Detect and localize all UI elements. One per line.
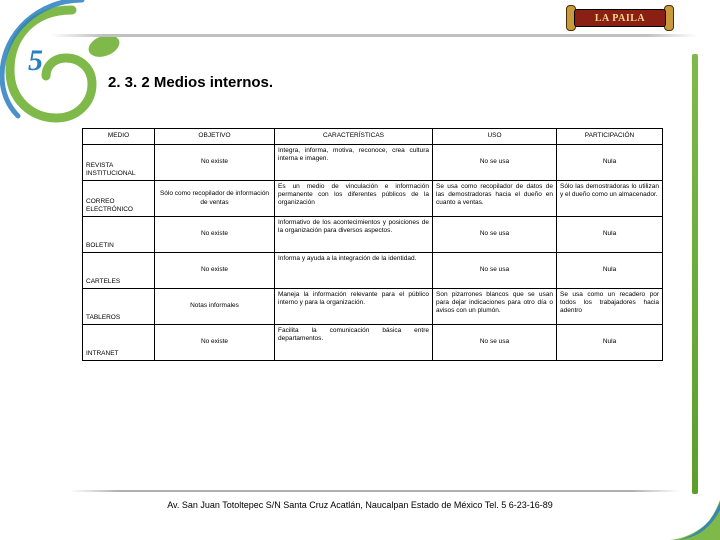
table-row: BOLETINNo existeInformativo de los acont…: [83, 217, 663, 253]
cell-medio: REVISTA INSTITUCIONAL: [83, 145, 155, 181]
cell-objetivo: No existe: [155, 217, 275, 253]
cell-objetivo: No existe: [155, 325, 275, 361]
cell-objetivo: Notas informales: [155, 289, 275, 325]
cell-uso: No se usa: [433, 325, 557, 361]
cell-caracteristicas: Integra, informa, motiva, reconoce, crea…: [275, 145, 433, 181]
logo-text: LA PAILA: [595, 13, 645, 24]
section-title: 2. 3. 2 Medios internos.: [108, 74, 273, 91]
cell-uso: Son pizarrones blancos que se usan para …: [433, 289, 557, 325]
cell-participacion: Nula: [557, 217, 663, 253]
medios-table: MEDIO OBJETIVO CARACTERÍSTICAS USO PARTI…: [82, 128, 663, 361]
cell-medio: CARTELES: [83, 253, 155, 289]
right-accent-rail: [692, 54, 698, 494]
cell-participacion: Nula: [557, 325, 663, 361]
cell-medio: TABLEROS: [83, 289, 155, 325]
cell-objetivo: Sólo como recopilador de información de …: [155, 181, 275, 217]
cell-caracteristicas: Informa y ayuda a la integración de la i…: [275, 253, 433, 289]
company-logo: LA PAILA: [568, 2, 672, 36]
brand-digit: 5: [28, 44, 43, 78]
cell-participacion: Nula: [557, 145, 663, 181]
cell-caracteristicas: Es un medio de vinculación e información…: [275, 181, 433, 217]
cell-uso: No se usa: [433, 253, 557, 289]
cell-objetivo: No existe: [155, 253, 275, 289]
cell-medio: INTRANET: [83, 325, 155, 361]
col-uso: USO: [433, 129, 557, 145]
col-participacion: PARTICIPACIÓN: [557, 129, 663, 145]
col-medio: MEDIO: [83, 129, 155, 145]
brand-swirl: [0, 0, 132, 132]
cell-objetivo: No existe: [155, 145, 275, 181]
table-row: CARTELESNo existeInforma y ayuda a la in…: [83, 253, 663, 289]
cell-participacion: Nula: [557, 253, 663, 289]
cell-medio: CORREO ELECTRÓNICO: [83, 181, 155, 217]
cell-participacion: Sólo las demostradoras lo utilizan y el …: [557, 181, 663, 217]
cell-medio: BOLETIN: [83, 217, 155, 253]
footer-address: Av. San Juan Totoltepec S/N Santa Cruz A…: [0, 500, 720, 510]
cell-caracteristicas: Maneja la información relevante para el …: [275, 289, 433, 325]
cell-caracteristicas: Facilita la comunicación básica entre de…: [275, 325, 433, 361]
cell-caracteristicas: Informativo de los acontecimientos y pos…: [275, 217, 433, 253]
table-row: INTRANETNo existeFacilita la comunicació…: [83, 325, 663, 361]
footer-divider: [70, 490, 680, 492]
cell-uso: No se usa: [433, 145, 557, 181]
col-objetivo: OBJETIVO: [155, 129, 275, 145]
table-row: REVISTA INSTITUCIONALNo existeIntegra, i…: [83, 145, 663, 181]
table-header-row: MEDIO OBJETIVO CARACTERÍSTICAS USO PARTI…: [83, 129, 663, 145]
cell-uso: Se usa como recopilador de datos de las …: [433, 181, 557, 217]
medios-table-container: MEDIO OBJETIVO CARACTERÍSTICAS USO PARTI…: [82, 128, 662, 361]
col-caracteristicas: CARACTERÍSTICAS: [275, 129, 433, 145]
corner-swoosh-icon: [670, 500, 720, 540]
table-row: TABLEROSNotas informalesManeja la inform…: [83, 289, 663, 325]
cell-participacion: Se usa como un recadero por todos los tr…: [557, 289, 663, 325]
cell-uso: No se usa: [433, 217, 557, 253]
table-row: CORREO ELECTRÓNICOSólo como recopilador …: [83, 181, 663, 217]
